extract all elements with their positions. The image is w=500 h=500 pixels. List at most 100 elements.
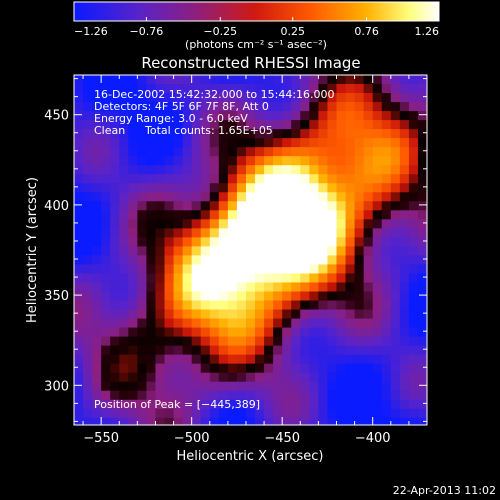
heatmap-cell [318,345,329,356]
heatmap-cell [381,75,392,85]
heatmap-cell [173,210,184,220]
heatmap-cell [354,282,365,293]
heatmap-cell [399,255,410,266]
heatmap-cell [300,84,310,94]
heatmap-cell [327,237,338,247]
heatmap-cell [327,102,338,112]
heatmap-cell [173,363,184,374]
heatmap-cell [399,210,410,220]
heatmap-cell [345,399,356,410]
heatmap-cell [381,210,392,220]
heatmap-cell [227,111,238,121]
heatmap-cell [309,237,319,247]
heatmap-cell [363,264,374,275]
heatmap-cell [110,381,120,392]
heatmap-cell [255,354,265,365]
heatmap-cell [327,228,338,238]
heatmap-cell [245,309,256,320]
heatmap-cell [381,336,392,347]
heatmap-cell [101,147,111,157]
heatmap-cell [191,219,202,229]
heatmap-cell [309,210,319,220]
heatmap-cell [119,93,129,103]
heatmap-cell [381,174,392,184]
heatmap-cell [363,156,374,166]
heatmap-cell [155,327,166,338]
heatmap-cell [273,390,283,401]
heatmap-cell [255,408,265,419]
heatmap-cell [200,183,211,193]
heatmap-cell [155,219,166,229]
heatmap-cell [264,381,274,392]
heatmap-cell [300,318,310,329]
heatmap-cell [245,408,256,419]
heatmap-cell [119,237,129,247]
heatmap-cell [291,264,301,275]
heatmap-cell [146,282,157,293]
heatmap-cell [227,120,238,130]
heatmap-cell [74,237,84,247]
heatmap-cell [164,210,175,220]
heatmap-cell [417,390,427,401]
heatmap-cell [264,300,274,311]
heatmap-cell [218,237,229,247]
heatmap-cell [227,156,238,166]
heatmap-cell [345,183,356,193]
heatmap-cell [354,345,365,356]
heatmap-cell [390,102,401,112]
heatmap-cell [390,183,401,193]
heatmap-cell [336,129,347,139]
heatmap-cell [390,255,401,266]
heatmap-cell [128,264,138,275]
heatmap-cell [155,138,166,148]
heatmap-cell [74,156,84,166]
heatmap-cell [264,417,274,425]
heatmap-cell [209,111,220,121]
heatmap-cell [74,273,84,284]
heatmap-cell [227,291,238,302]
heatmap-cell [327,417,338,425]
heatmap-cell [83,291,93,302]
heatmap-cell [110,390,120,401]
heatmap-cell [83,300,93,311]
heatmap-cell [372,237,383,247]
heatmap-cell [408,138,419,148]
heatmap-cell [417,84,427,94]
heatmap-cell [182,156,193,166]
heatmap-cell [399,111,410,121]
heatmap-cell [146,246,157,257]
heatmap-cell [128,309,138,320]
heatmap-cell [227,183,238,193]
heatmap-cell [227,174,238,184]
heatmap-cell [417,318,427,329]
heatmap-cell [354,192,365,202]
heatmap-cell [273,93,283,103]
heatmap-cell [128,336,138,347]
heatmap-cell [191,201,202,211]
heatmap-cell [354,372,365,383]
heatmap-cell [155,174,166,184]
heatmap-cell [83,309,93,320]
heatmap-cell [399,390,410,401]
heatmap-cell [372,156,383,166]
heatmap-cell [273,300,283,311]
heatmap-cell [408,255,419,266]
heatmap-cell [200,147,211,157]
heatmap-cell [110,84,120,94]
heatmap-cell [92,75,102,85]
heatmap-cell [173,120,184,130]
heatmap-cell [399,138,410,148]
heatmap-cell [83,390,93,401]
heatmap-cell [417,255,427,266]
heatmap-cell [119,264,129,275]
heatmap-cell [291,354,301,365]
heatmap-cell [372,417,383,425]
heatmap-cell [300,372,310,383]
heatmap-cell [236,147,247,157]
heatmap-cell [236,318,247,329]
heatmap-cell [399,120,410,130]
heatmap-cell [318,282,329,293]
heatmap-cell [282,381,292,392]
heatmap-cell [390,147,401,157]
heatmap-cell [291,111,301,121]
